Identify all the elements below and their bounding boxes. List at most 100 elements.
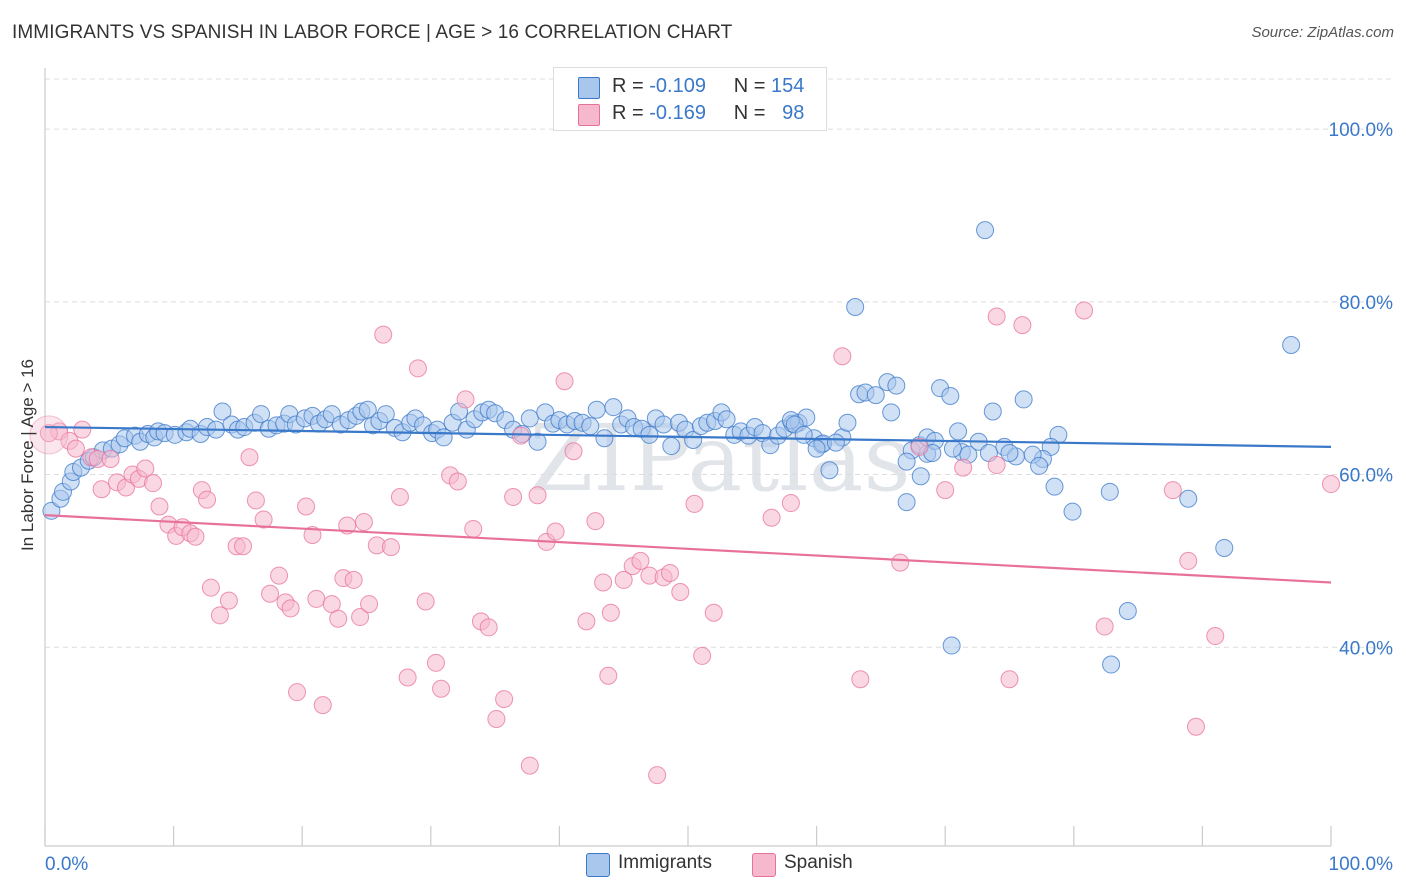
data-point [897,493,916,512]
data-point [1063,502,1082,521]
data-point [671,583,690,601]
data-point [1075,301,1094,320]
data-point [29,415,69,455]
spanish-legend-swatch [752,853,776,877]
data-point [555,372,574,391]
data-point [826,433,845,452]
data-point [136,459,155,478]
data-point [448,472,467,491]
data-point [983,402,1002,421]
data-point [1186,717,1205,736]
data-point [261,584,280,603]
legend-label-immigrants: Immigrants [618,852,712,873]
data-point [426,653,445,672]
data-point [942,636,961,655]
data-point [344,570,363,589]
r-value: -0.109 [649,75,706,97]
data-point [820,461,839,480]
data-point [213,402,232,421]
r-label: R = [612,102,644,124]
data-point [1322,475,1340,494]
data-point [577,612,596,631]
data-point [838,413,857,432]
data-point [1179,489,1198,508]
data-point [234,537,253,556]
data-point [186,527,205,546]
data-point [416,592,435,611]
data-point [1030,456,1049,475]
data-point [528,486,547,505]
data-point [528,432,547,451]
data-point [976,221,995,240]
data-point [807,439,826,458]
y-tick-label: 60.0% [1339,466,1393,487]
data-point [487,709,506,728]
data-point [479,618,498,637]
data-point [581,417,600,436]
data-point [604,398,623,417]
data-point [270,566,289,585]
data-point [198,490,217,509]
legend-label-spanish: Spanish [784,852,853,873]
data-point [246,491,265,510]
data-point [684,431,703,449]
data-point [941,386,960,405]
data-point [1102,655,1121,674]
data-point [329,609,348,628]
data-point [374,325,393,344]
n-label: N = [733,102,766,124]
data-point [794,425,813,444]
trend-lines [44,425,1332,584]
data-point [648,766,667,785]
data-point [586,512,605,531]
spanish-trend-line [44,514,1332,584]
data-point [781,494,800,513]
data-point [144,474,163,493]
data-point [949,422,968,441]
x-tick-label: 0.0% [45,854,88,875]
y-tick-label: 80.0% [1339,293,1393,314]
data-point [685,494,704,513]
data-point [1100,482,1119,501]
data-point [564,442,583,461]
y-tick-label: 40.0% [1339,638,1393,659]
data-point [210,606,229,625]
data-point [360,595,379,614]
data-point [92,480,111,499]
data-point [1013,316,1032,335]
data-point [252,405,271,424]
data-point [846,298,865,316]
data-point [511,426,530,445]
immigrants-swatch [578,77,600,99]
data-point [504,488,523,506]
data-point [866,386,885,405]
data-point [936,481,955,500]
data-point [381,538,400,557]
data-point [1282,336,1301,354]
data-point [587,400,606,419]
data-point [911,467,930,486]
data-point [201,578,220,597]
data-point [614,570,633,589]
data-point [717,410,736,429]
data-point [1215,538,1234,557]
data-point [599,666,618,685]
data-point [73,420,92,439]
immigrants-points [42,221,1301,674]
data-point [762,508,781,527]
immigrants-legend-swatch [586,853,610,877]
data-point [434,428,453,447]
spanish-points [39,301,1340,785]
data-point [307,589,326,608]
data-point [1206,627,1225,646]
data-point [910,437,929,456]
data-point [219,591,238,610]
chart-title: IMMIGRANTS VS SPANISH IN LABOR FORCE | A… [12,22,733,43]
data-point [987,307,1006,326]
x-tick-label: 100.0% [1329,854,1394,875]
data-point [297,497,316,516]
n-value: 98 [782,102,805,124]
data-point [1000,443,1019,462]
stats-legend: R = -0.109 N = 154 R = -0.169 N = 98 [553,67,827,131]
data-point [101,450,120,468]
